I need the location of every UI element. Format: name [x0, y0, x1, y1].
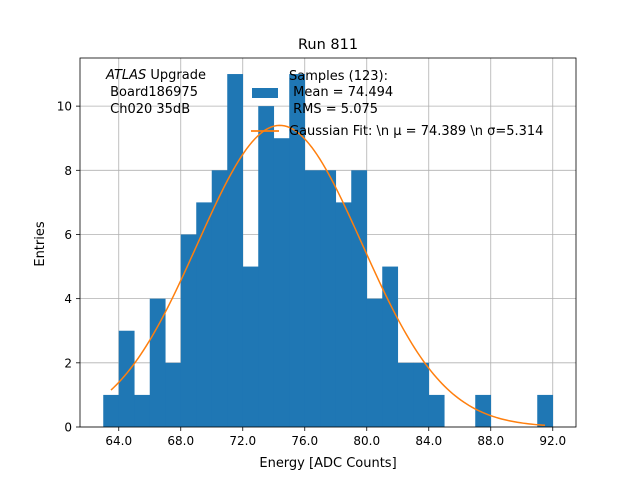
axes-frame [79, 57, 577, 428]
annotation-line-2: Board186975 [106, 85, 198, 100]
x-tick-label: 84.0 [415, 434, 442, 448]
histogram-bar [537, 394, 554, 427]
chart-title: Run 811 [298, 37, 358, 53]
histogram-bar [258, 106, 275, 427]
x-axis-ticks: 64.0 68.0 72.0 76.0 80.0 84.0 88.0 92.0 [105, 427, 566, 448]
x-tick-label: 72.0 [229, 434, 256, 448]
x-axis-label: Energy [ADC Counts] [259, 456, 396, 471]
histogram-bar [382, 266, 399, 427]
histogram-bar [227, 74, 244, 427]
legend-samples-line-3: RMS = 5.075 [289, 102, 378, 117]
histogram-bar [351, 170, 368, 427]
histogram-bar [180, 234, 197, 427]
y-tick-label: 6 [64, 228, 72, 242]
annotation-line-3: Ch020 35dB [106, 102, 190, 117]
y-tick-label: 2 [64, 356, 72, 370]
histogram-bar [428, 394, 445, 427]
y-tick-label: 8 [64, 164, 72, 178]
x-tick-label: 76.0 [291, 434, 318, 448]
x-tick-label: 64.0 [105, 434, 132, 448]
annotation: ATLAS Upgrade Board186975 Ch020 35dB [105, 68, 206, 117]
histogram-bar [304, 170, 321, 427]
histogram-bar [103, 394, 120, 427]
histogram-bars [103, 74, 554, 427]
legend-fit-label: Gaussian Fit: \n μ = 74.389 \n σ=5.314 [289, 124, 543, 139]
histogram-bar [366, 298, 383, 427]
x-tick-label: 80.0 [353, 434, 380, 448]
histogram-bar [196, 202, 213, 427]
annotation-line-1: ATLAS Upgrade [105, 68, 206, 83]
legend: Samples (123): Mean = 74.494 RMS = 5.075… [251, 69, 543, 139]
histogram-bar [118, 330, 135, 427]
y-tick-label: 4 [64, 292, 72, 306]
histogram-bar [211, 170, 228, 427]
histogram-bar [320, 170, 337, 427]
histogram-bar [335, 202, 352, 427]
histogram-bar [273, 138, 290, 427]
histogram-bar [289, 74, 306, 427]
histogram-bar [413, 362, 430, 427]
histogram-bar [165, 362, 182, 427]
annotation-experiment: ATLAS [105, 68, 146, 83]
annotation-experiment-suffix: Upgrade [146, 68, 206, 83]
y-axis-label: Entries [33, 221, 48, 267]
histogram-bar [475, 394, 492, 427]
y-axis-ticks: 0 2 4 6 8 10 [57, 100, 80, 435]
legend-samples-line-1: Samples (123): [289, 69, 388, 84]
histogram-bar [134, 394, 151, 427]
legend-patch-samples [252, 88, 278, 98]
x-tick-label: 68.0 [167, 434, 194, 448]
x-tick-label: 92.0 [539, 434, 566, 448]
y-tick-label: 0 [64, 421, 72, 435]
histogram-bar [397, 362, 414, 427]
y-tick-label: 10 [57, 100, 72, 114]
x-tick-label: 88.0 [477, 434, 504, 448]
legend-samples-line-2: Mean = 74.494 [289, 85, 393, 100]
gaussian-fit-curve [110, 124, 546, 427]
histogram-bar [242, 266, 259, 427]
histogram-bar [149, 298, 166, 427]
